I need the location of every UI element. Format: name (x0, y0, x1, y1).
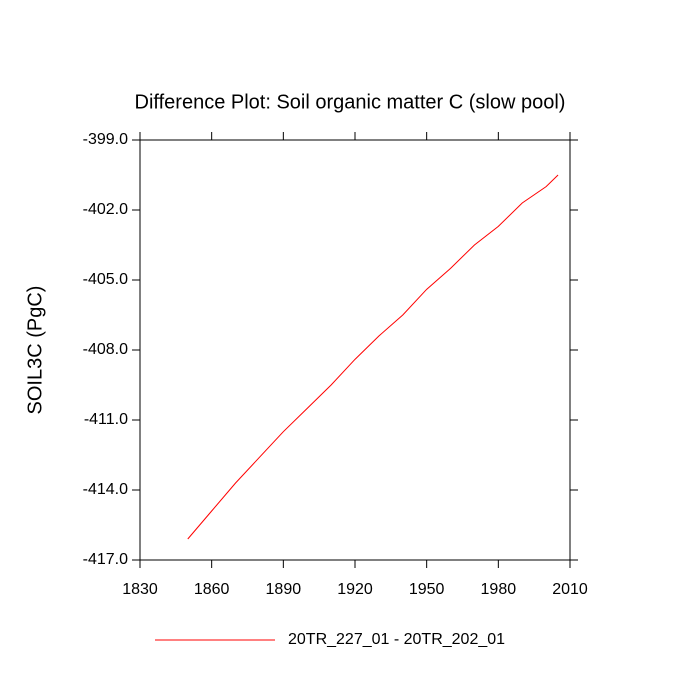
plot-frame (139, 139, 571, 561)
y-tick-label: -399.0 (83, 131, 128, 148)
x-tick-label: 1830 (122, 581, 158, 598)
x-tick-label: 1950 (409, 581, 445, 598)
x-tick-label: 1860 (194, 581, 230, 598)
x-tick-label: 1920 (337, 581, 373, 598)
y-axis-label: SOIL3C (PgC) (24, 286, 46, 415)
data-line (187, 174, 559, 540)
y-tick-label: -411.0 (84, 411, 128, 428)
y-tick-label: -408.0 (83, 341, 128, 358)
y-tick-label: -417.0 (83, 551, 128, 568)
y-tick-label: -402.0 (83, 201, 128, 218)
x-tick-label: 1890 (266, 581, 302, 598)
x-tick-label: 2010 (552, 581, 588, 598)
y-tick-label: -414.0 (83, 481, 128, 498)
x-tick-label: 1980 (481, 581, 517, 598)
legend-label: 20TR_227_01 - 20TR_202_01 (288, 631, 505, 648)
chart-title: Difference Plot: Soil organic matter C (… (135, 91, 566, 113)
y-tick-label: -405.0 (83, 271, 128, 288)
